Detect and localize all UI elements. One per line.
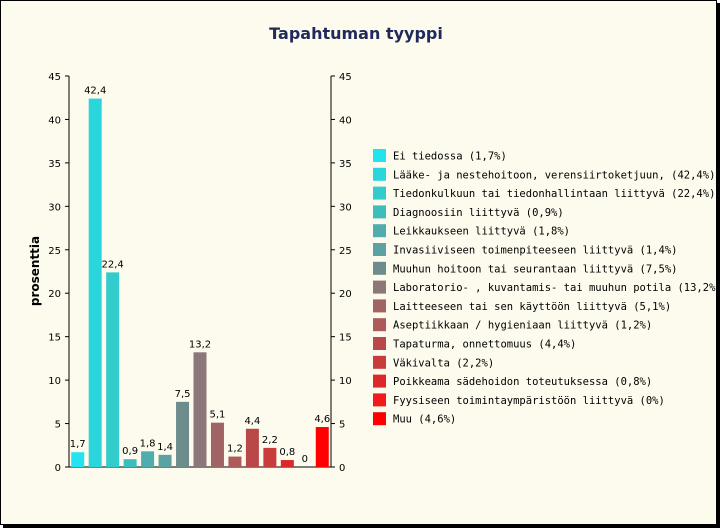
- y-tick-label-right: 15: [339, 333, 352, 344]
- data-label: 13,2: [189, 339, 211, 350]
- plot-area: 0 0 5 5 10 10 15 15 20 20 25 25 30 30 35 35 40 40 45 45 1,7 4…: [48, 72, 351, 474]
- y-tick-label-left: 40: [48, 115, 61, 126]
- chart-title: Tapahtuman tyyppi: [269, 24, 443, 43]
- y-tick-label-left: 5: [55, 420, 61, 431]
- y-tick-label-right: 20: [339, 289, 352, 300]
- data-label: 4,6: [314, 414, 330, 425]
- legend-swatch: [373, 412, 386, 426]
- bar: [71, 452, 85, 467]
- bar: [158, 454, 172, 467]
- legend-entry: Ei tiedossa (1,7%): [393, 151, 507, 163]
- legend-entry: Leikkaukseen liittyvä (1,8%): [393, 226, 570, 238]
- legend-swatch: [373, 393, 386, 407]
- legend-swatch: [373, 149, 386, 162]
- bar: [106, 272, 120, 467]
- legend-entry: Laitteeseen tai sen käyttöön liittyvä (5…: [393, 301, 671, 313]
- legend-entry: Aseptiikkaan / hygieniaan liittyvä (1,2%…: [393, 320, 652, 332]
- legend-swatch: [373, 186, 386, 200]
- legend-entry: Diagnoosiin liittyvä (0,9%): [393, 207, 564, 219]
- bar: [141, 451, 155, 467]
- bar: [245, 428, 259, 467]
- y-tick-label-left: 45: [48, 72, 61, 83]
- y-tick-label-left: 0: [55, 463, 61, 474]
- legend-swatch: [373, 167, 386, 181]
- bar: [210, 422, 224, 467]
- legend-entry: Muu (4,6%): [393, 414, 456, 426]
- y-tick-label-right: 10: [339, 376, 352, 387]
- bar: [123, 459, 137, 467]
- data-label: 0,9: [122, 446, 138, 457]
- data-label: 1,2: [227, 444, 243, 455]
- legend-swatch: [373, 243, 386, 256]
- legend-swatch: [373, 224, 386, 238]
- legend-entry: Lääke- ja nestehoitoon, verensiirtoketju…: [393, 169, 715, 181]
- data-label: 7,5: [175, 389, 191, 400]
- legend-entry: Tapaturma, onnettomuus (4,4%): [393, 339, 576, 351]
- y-tick-label-left: 30: [48, 202, 61, 213]
- legend-entry: Laboratorio- , kuvantamis- tai muuhun po…: [393, 282, 717, 294]
- data-label: 1,7: [70, 439, 86, 450]
- legend-entry: Väkivalta (2,2%): [393, 357, 494, 369]
- y-axis-label: prosenttia: [28, 236, 42, 306]
- data-label: 4,4: [244, 416, 260, 427]
- y-tick-label-right: 40: [339, 115, 352, 126]
- y-tick-label-right: 45: [339, 72, 352, 83]
- bar: [228, 456, 242, 467]
- legend-entry: Invasiiviseen toimenpiteeseen liittyvä (…: [393, 245, 677, 257]
- legend-swatch: [373, 261, 386, 275]
- bar: [263, 447, 277, 467]
- legend-swatch: [373, 299, 386, 313]
- y-tick-label-left: 15: [48, 333, 61, 344]
- legend-swatch: [373, 355, 386, 369]
- legend-swatch: [373, 374, 386, 388]
- bar: [176, 401, 190, 467]
- y-tick-label-left: 35: [48, 159, 61, 170]
- data-label: 1,8: [140, 438, 156, 449]
- bar: [88, 98, 102, 467]
- legend-entry: Muuhun hoitoon tai seurantaan liittyvä (…: [393, 263, 677, 275]
- y-tick-label-right: 0: [339, 463, 345, 474]
- legend-swatch: [373, 318, 386, 332]
- data-label: 5,1: [210, 410, 226, 421]
- y-tick-label-right: 35: [339, 159, 352, 170]
- bar: [280, 460, 294, 467]
- y-tick-label-left: 20: [48, 289, 61, 300]
- legend-swatch: [373, 205, 386, 219]
- bar: [315, 427, 329, 467]
- y-tick-label-left: 25: [48, 246, 61, 257]
- data-label: 0: [302, 454, 308, 465]
- legend-swatch: [373, 337, 386, 350]
- legend: Ei tiedossa (1,7%) Lääke- ja nestehoitoon…: [373, 149, 717, 426]
- bar: [193, 352, 207, 467]
- y-tick-label-right: 25: [339, 246, 352, 257]
- legend-entry: Fyysiseen toimintaympäristöön liittyvä (…: [393, 395, 665, 407]
- data-label: 42,4: [84, 86, 106, 97]
- y-tick-label-right: 30: [339, 202, 352, 213]
- y-tick-label-right: 5: [339, 420, 345, 431]
- data-label: 22,4: [102, 259, 124, 270]
- data-label: 2,2: [262, 435, 278, 446]
- legend-entry: Tiedonkulkuun tai tiedonhallintaan liitt…: [393, 188, 715, 200]
- y-tick-label-left: 10: [48, 376, 61, 387]
- legend-swatch: [373, 280, 386, 294]
- data-label: 0,8: [279, 447, 295, 458]
- data-label: 1,4: [157, 442, 173, 453]
- legend-entry: Poikkeama sädehoidon toteutuksessa (0,8%…: [393, 376, 652, 388]
